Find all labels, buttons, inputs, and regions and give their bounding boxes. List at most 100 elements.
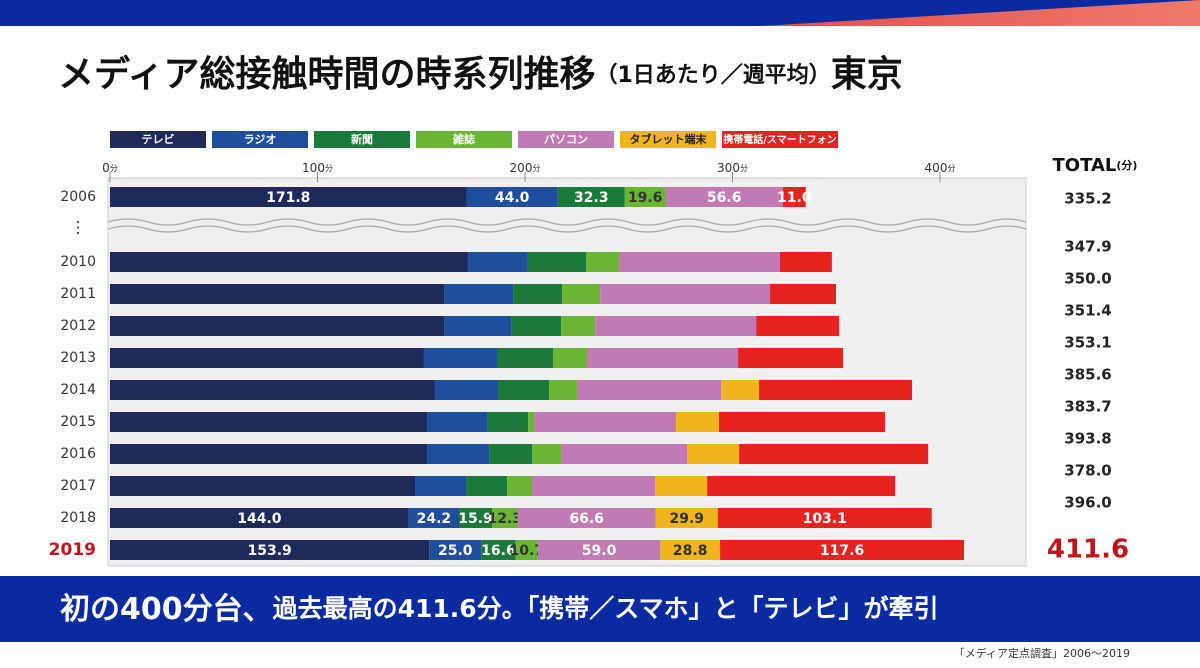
tick-value: 200 [510, 161, 533, 175]
bar-segment [561, 444, 688, 464]
bar-segment [444, 284, 514, 304]
tick-unit: 分 [110, 164, 118, 173]
axis-break [107, 218, 1027, 233]
bar-segment [444, 316, 512, 336]
bar-segment [466, 476, 508, 496]
bar-segment [427, 412, 488, 432]
legend-label: タブレット端末 [630, 132, 708, 146]
data-label: 24.2 [417, 511, 452, 527]
legend-swatch [314, 131, 410, 148]
tick-unit: 分 [740, 164, 748, 173]
bar-segment [655, 508, 718, 528]
x-tick-label: 400分 [925, 161, 956, 175]
bar-segment [577, 380, 722, 400]
bar-segment [739, 444, 929, 464]
bar-segment [459, 508, 493, 528]
bar-segment [527, 252, 587, 272]
bar-segment [498, 380, 550, 400]
total-label: 411.6 [1047, 535, 1129, 565]
data-label: 16.6 [481, 543, 516, 559]
x-tick-label: 200分 [510, 161, 541, 175]
bar-segment [756, 316, 840, 336]
banner-main: 初の400分台、 [60, 592, 273, 627]
bar-segment [660, 540, 721, 560]
y-tick-label: 2013 [60, 350, 96, 366]
legend-label: テレビ [142, 132, 175, 146]
bar-segment [511, 316, 562, 336]
bar-segment [665, 187, 783, 207]
bar-segment [687, 444, 740, 464]
totals-header: TOTAL(分) [1053, 155, 1138, 176]
bar-segment [110, 476, 416, 496]
total-label: 396.0 [1064, 494, 1111, 512]
bar-segment [423, 348, 497, 368]
total-label: 378.0 [1064, 462, 1111, 480]
banner-rest: 過去最高の411.6分。「携帯／スマホ」と「テレビ」が牽引 [273, 594, 939, 623]
top-accent [760, 0, 1200, 26]
x-tick-label: 100分 [302, 161, 333, 175]
tick-unit: 分 [947, 164, 955, 173]
total-label: 351.4 [1064, 302, 1111, 320]
data-label: 11.0 [777, 190, 812, 206]
data-label: 103.1 [803, 511, 847, 527]
bar-segment [110, 444, 428, 464]
bar-segment [624, 187, 666, 207]
bar-segment [562, 284, 601, 304]
data-label: 59.0 [582, 543, 617, 559]
total-label: 347.9 [1064, 238, 1111, 256]
bar-segment [532, 444, 562, 464]
tick-unit: 分 [325, 164, 333, 173]
legend-label: 携帯電話/スマートフォン [723, 133, 836, 146]
y-tick-label: 2012 [60, 318, 96, 334]
y-tick-label: 2010 [60, 254, 96, 270]
legend-swatch [416, 131, 512, 148]
totals-title: TOTAL [1053, 155, 1117, 176]
y-tick-label: 2017 [60, 478, 96, 494]
bar-segment [587, 348, 739, 368]
bar-segment [517, 508, 656, 528]
legend-swatch [110, 131, 206, 148]
bar-segment [655, 476, 708, 496]
data-label: 28.8 [673, 543, 708, 559]
bar-segment [782, 187, 806, 207]
bar-segment [586, 252, 619, 272]
y-tick-label: 2015 [60, 414, 96, 430]
data-label: 66.6 [569, 511, 604, 527]
title: メディア総接触時間の時系列推移 [58, 53, 595, 95]
bar-segment [707, 476, 896, 496]
bar-segment [595, 316, 757, 336]
banner-band [0, 576, 1200, 642]
source: 「メディア定点調査」2006～2019 [954, 646, 1130, 660]
legend-swatch [212, 131, 308, 148]
data-label: 117.6 [820, 543, 864, 559]
bar-segment [427, 444, 490, 464]
y-tick-label: 2006 [60, 189, 96, 205]
bar-segment [532, 476, 656, 496]
region: 東京 [831, 53, 903, 95]
total-label: 350.0 [1064, 270, 1111, 288]
bar-segment [600, 284, 771, 304]
bar-segment [481, 540, 516, 560]
data-label: 171.8 [266, 190, 310, 206]
tick-value: 400 [925, 161, 948, 175]
bar-segment [759, 380, 912, 400]
bar-segment [515, 540, 538, 560]
bar-segment [770, 284, 837, 304]
bar-segment [507, 476, 533, 496]
bar-segment [408, 508, 460, 528]
y-tick-label: 2016 [60, 446, 96, 462]
bar-segment [719, 412, 886, 432]
bar-segment [738, 348, 844, 368]
bar-segment [549, 380, 578, 400]
total-label: 393.8 [1064, 430, 1111, 448]
data-label: 10.7 [509, 543, 544, 559]
bar-segment [496, 348, 554, 368]
chart-title: メディア総接触時間の時系列推移（1日あたり／週平均）東京 [58, 53, 903, 95]
bar-segment [717, 508, 932, 528]
bar-segment [110, 316, 445, 336]
bar-segment [110, 187, 467, 207]
total-label: 353.1 [1064, 334, 1111, 352]
bar-segment [513, 284, 563, 304]
bar-segment [110, 252, 468, 272]
